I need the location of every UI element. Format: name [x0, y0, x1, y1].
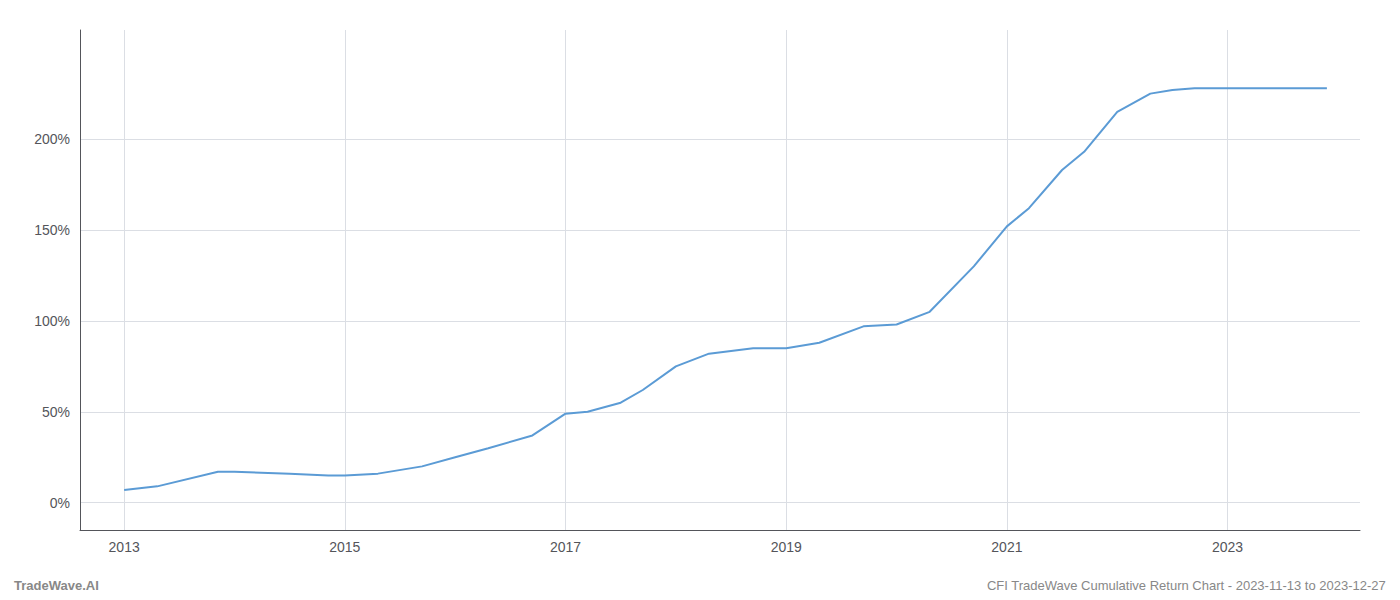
svg-text:2019: 2019: [771, 539, 802, 555]
svg-text:2021: 2021: [991, 539, 1022, 555]
svg-text:2017: 2017: [550, 539, 581, 555]
svg-text:50%: 50%: [42, 404, 70, 420]
svg-text:0%: 0%: [50, 495, 70, 511]
svg-text:2013: 2013: [109, 539, 140, 555]
svg-text:200%: 200%: [34, 131, 70, 147]
svg-text:150%: 150%: [34, 222, 70, 238]
svg-text:CFI TradeWave Cumulative Retur: CFI TradeWave Cumulative Return Chart - …: [987, 578, 1386, 593]
svg-text:TradeWave.AI: TradeWave.AI: [14, 578, 99, 593]
svg-text:2023: 2023: [1212, 539, 1243, 555]
svg-text:100%: 100%: [34, 313, 70, 329]
svg-text:2015: 2015: [329, 539, 360, 555]
